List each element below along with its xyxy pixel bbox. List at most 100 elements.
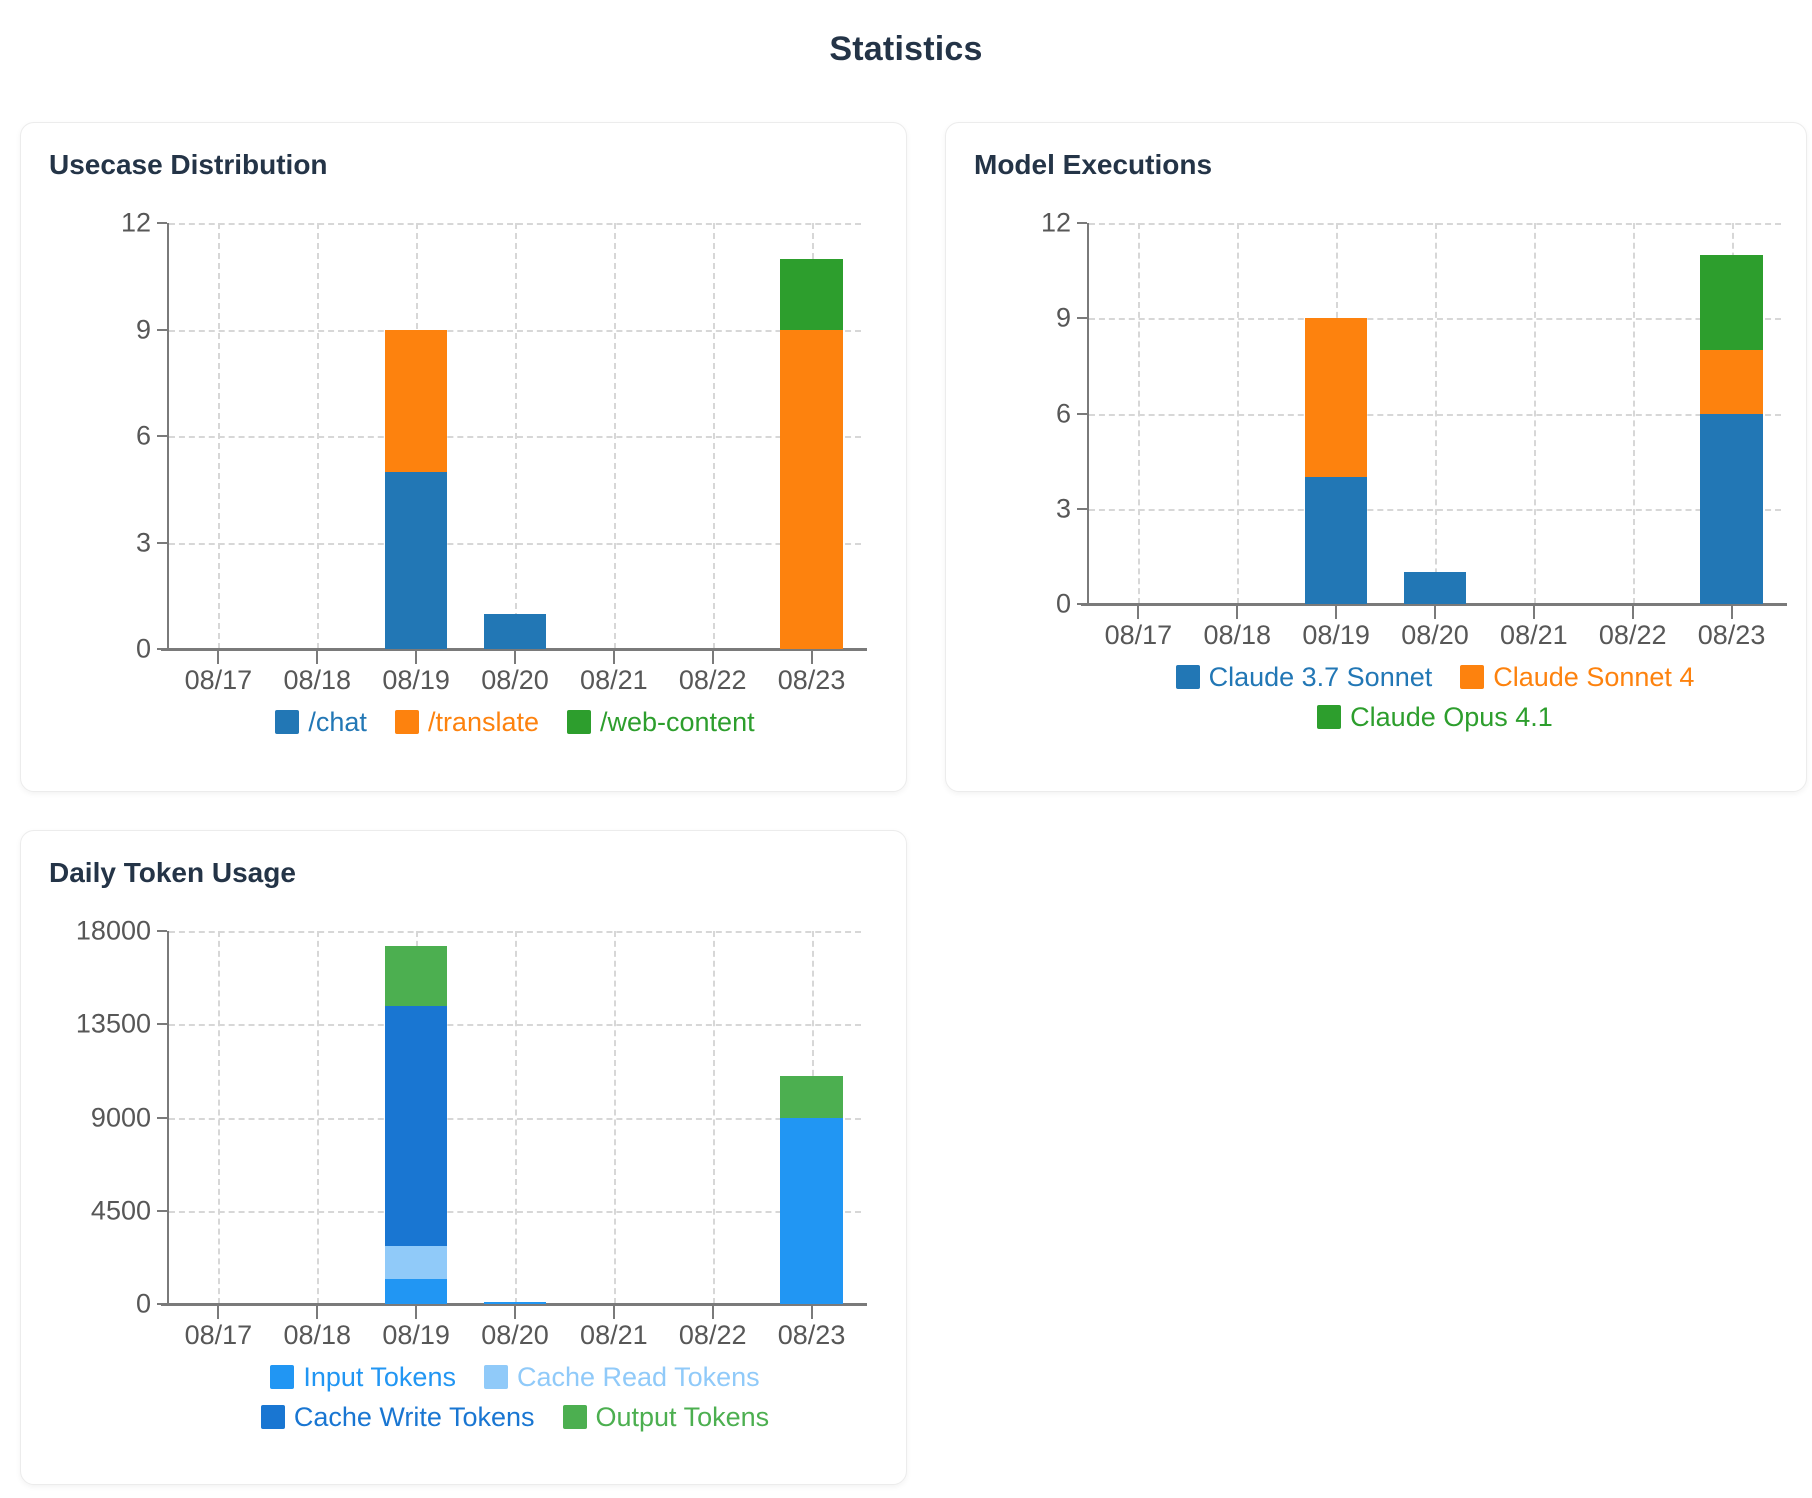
- y-axis-tick-label: 13500: [75, 1008, 151, 1039]
- y-axis-tick-label: 12: [1040, 207, 1071, 238]
- bar-segment: [780, 329, 843, 649]
- legend-item: Cache Read Tokens: [483, 1362, 760, 1392]
- x-axis-tick: [1730, 606, 1733, 619]
- model-executions-chart: 0 3 6 9 12 08/17 08/18 08/19 08/20 08/21 08/22 08/2…: [1041, 208, 1787, 650]
- x-axis-line: [1081, 603, 1787, 606]
- x-axis-tick-label: 08/17: [184, 1320, 253, 1350]
- legend-item: Input Tokens: [270, 1362, 456, 1392]
- y-axis-tick-label: 9000: [90, 1102, 151, 1132]
- usecase-distribution-legend: /chat/translate/web-content: [169, 707, 861, 737]
- bar-segment: [780, 1076, 843, 1118]
- x-axis-line: [161, 648, 867, 651]
- x-axis-tick: [711, 651, 714, 664]
- x-axis-tick-label: 08/22: [1598, 620, 1667, 650]
- bar-segment: [1700, 413, 1763, 604]
- x-axis-tick: [612, 1306, 615, 1319]
- legend-swatch: [1175, 665, 1200, 689]
- y-axis-tick-label: 6: [1055, 398, 1071, 428]
- legend-item: Output Tokens: [562, 1402, 769, 1432]
- bar-segment: [780, 1117, 843, 1304]
- x-axis-tick-label: 08/20: [1401, 620, 1469, 650]
- x-axis-tick: [316, 1306, 319, 1319]
- h-gridline: [169, 1024, 861, 1027]
- h-gridline: [169, 223, 861, 225]
- model-executions-legend: Claude 3.7 Sonnet Claude Sonnet 4 Claude O…: [1089, 662, 1781, 732]
- bar-segment: [385, 1246, 448, 1280]
- h-gridline: [169, 542, 861, 545]
- bar-segment: [483, 1301, 547, 1304]
- chart-title-model-executions: Model Executions: [974, 149, 1213, 180]
- model-executions-card: Model Executions 0 3 6 9 12 08/17 08/18 08/19 08…: [945, 122, 1807, 792]
- y-axis-line: [167, 223, 169, 649]
- x-axis-tick: [1631, 606, 1634, 619]
- x-axis-tick-label: 08/22: [678, 1320, 747, 1350]
- y-axis-tick: [1077, 507, 1087, 510]
- x-axis-tick-label: 08/21: [1500, 620, 1568, 650]
- y-axis-tick: [157, 541, 167, 544]
- x-axis-line: [161, 1303, 867, 1306]
- y-axis-tick: [157, 222, 167, 224]
- legend-swatch: [1460, 665, 1485, 689]
- x-axis-tick: [217, 651, 220, 664]
- y-axis-tick-label: 12: [120, 207, 151, 238]
- legend-label: /translate: [427, 707, 539, 737]
- x-axis-tick: [810, 651, 813, 664]
- h-gridline: [169, 436, 861, 438]
- y-axis-tick: [1077, 412, 1087, 415]
- legend-label: Claude 3.7 Sonnet: [1208, 662, 1433, 692]
- bar-segment: [780, 258, 843, 330]
- y-axis-line: [167, 931, 169, 1304]
- bar-segment: [385, 471, 448, 649]
- daily-token-usage-card: Daily Token Usage 0 4500 9000 13500 18000 08/…: [20, 830, 907, 1485]
- legend-swatch: [270, 1365, 295, 1389]
- chart-title-usecase-distribution: Usecase Distribution: [49, 149, 328, 180]
- page-title: Statistics: [829, 30, 983, 68]
- y-axis-tick-label: 0: [135, 1288, 151, 1319]
- x-axis-tick: [415, 651, 418, 664]
- y-axis-tick: [1077, 317, 1087, 320]
- bar-segment: [385, 1005, 448, 1246]
- usecase-distribution-card: Usecase Distribution 0 3 6 9 12 08/17 08/18 08/…: [20, 122, 907, 792]
- y-axis-tick: [1077, 222, 1087, 224]
- x-axis-tick: [1236, 606, 1239, 619]
- x-axis-tick-label: 08/20: [481, 665, 549, 695]
- legend-swatch: [394, 710, 419, 734]
- h-gridline: [1089, 413, 1781, 416]
- x-axis-tick: [514, 1306, 516, 1319]
- x-axis-tick-label: 08/18: [283, 1320, 352, 1350]
- legend-swatch: [1317, 705, 1342, 729]
- x-axis-tick: [415, 1306, 418, 1319]
- h-gridline: [169, 1210, 861, 1213]
- x-axis-tick: [514, 651, 516, 664]
- x-axis-tick: [711, 1306, 714, 1319]
- x-axis-tick: [810, 1306, 813, 1319]
- legend-label: Input Tokens: [303, 1362, 456, 1392]
- daily-token-usage-legend: Input Tokens Cache Read Tokens Cache Write…: [169, 1362, 861, 1432]
- x-axis-tick: [1532, 606, 1535, 619]
- h-gridline: [169, 329, 861, 332]
- h-gridline: [1089, 223, 1781, 225]
- y-axis-tick: [157, 1116, 167, 1119]
- bar-segment: [1305, 318, 1368, 477]
- x-axis-tick-label: 08/23: [777, 665, 846, 695]
- x-axis-tick: [612, 651, 615, 664]
- x-axis-tick-label: 08/19: [1302, 620, 1370, 650]
- y-axis-tick: [157, 435, 167, 437]
- x-axis-tick-label: 08/18: [1203, 620, 1272, 650]
- x-axis-tick-label: 08/17: [184, 665, 253, 695]
- y-axis-tick-label: 4500: [90, 1195, 151, 1226]
- legend-item: /chat: [275, 707, 367, 737]
- legend-swatch: [483, 1365, 508, 1389]
- x-axis-tick: [1137, 606, 1140, 619]
- x-axis-tick-label: 08/21: [580, 1320, 648, 1350]
- h-gridline: [1089, 508, 1781, 511]
- y-axis-tick-label: 3: [135, 527, 151, 557]
- y-axis-tick-label: 0: [135, 633, 151, 664]
- legend-swatch: [275, 710, 300, 734]
- bar-segment: [1700, 254, 1763, 350]
- x-axis-tick: [316, 651, 319, 664]
- x-axis-tick-label: 08/18: [283, 665, 352, 695]
- y-axis-line: [1087, 223, 1089, 604]
- legend-item: Claude Opus 4.1: [1317, 702, 1553, 732]
